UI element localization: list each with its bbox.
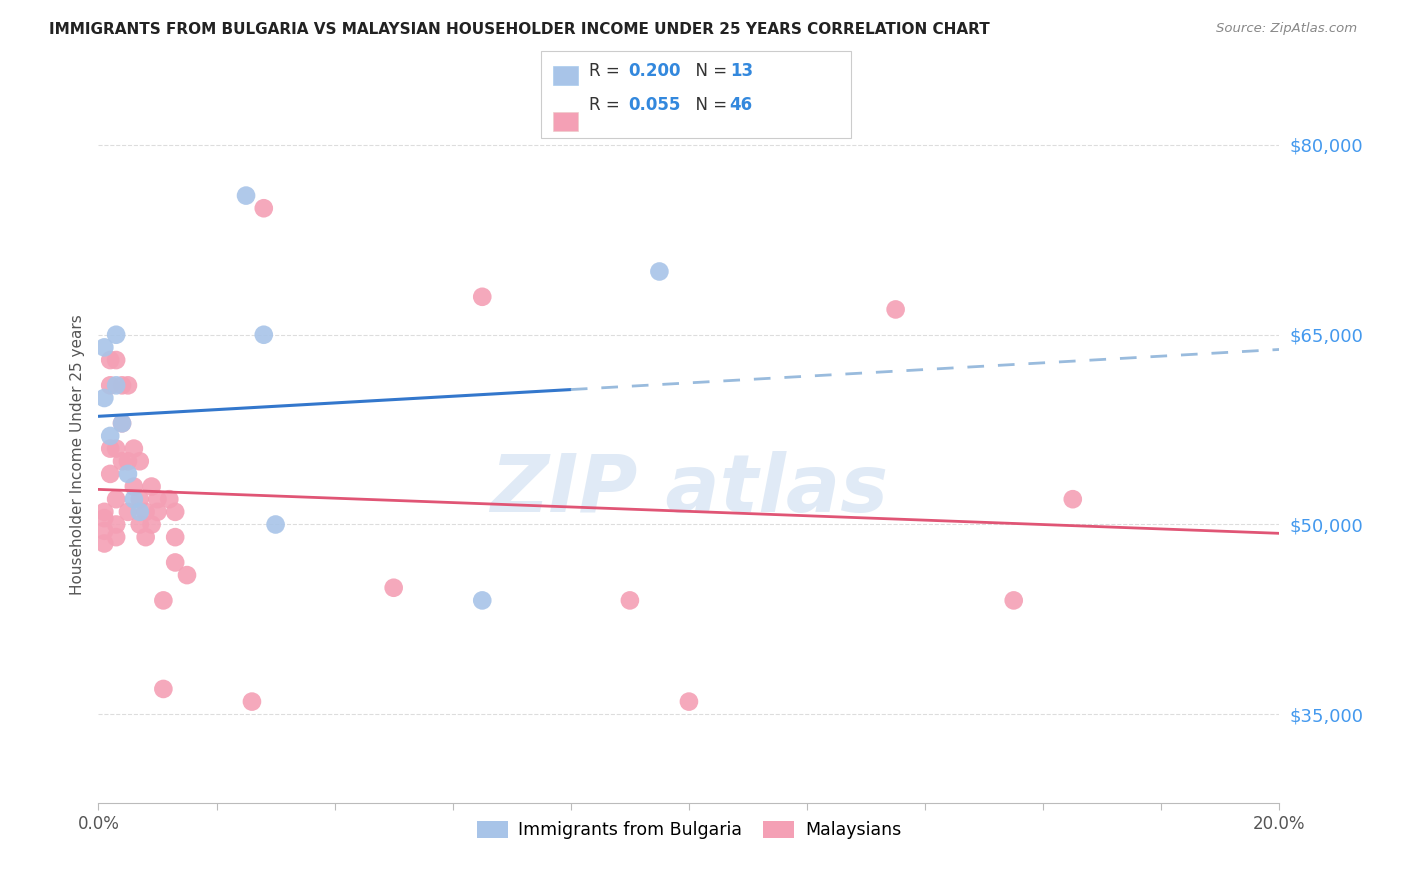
Point: [111, 378, 134, 392]
Text: IMMIGRANTS FROM BULGARIA VS MALAYSIAN HOUSEHOLDER INCOME UNDER 25 YEARS CORRELAT: IMMIGRANTS FROM BULGARIA VS MALAYSIAN HO…: [49, 22, 990, 37]
Point: [117, 378, 139, 392]
Point: [128, 454, 150, 468]
Point: [98, 467, 121, 481]
Point: [1002, 593, 1025, 607]
Point: [648, 264, 671, 278]
Point: [111, 417, 134, 431]
Point: [93, 391, 115, 405]
Point: [264, 517, 287, 532]
Point: [122, 492, 145, 507]
Point: [678, 695, 700, 709]
Point: [128, 492, 150, 507]
Point: [1062, 492, 1084, 507]
Point: [128, 505, 150, 519]
Text: N =: N =: [685, 96, 733, 114]
Point: [93, 511, 115, 525]
Point: [98, 442, 121, 456]
Point: [382, 581, 405, 595]
Point: [105, 378, 128, 392]
Text: 46: 46: [730, 96, 752, 114]
Point: [98, 429, 121, 443]
Point: [93, 524, 115, 538]
Point: [157, 492, 180, 507]
Point: [146, 505, 169, 519]
Point: [117, 467, 139, 481]
Point: [93, 340, 115, 354]
Text: R =: R =: [589, 62, 626, 79]
Point: [619, 593, 641, 607]
Point: [93, 536, 115, 550]
Point: [471, 290, 494, 304]
Text: 0.200: 0.200: [628, 62, 681, 79]
Point: [105, 530, 128, 544]
Point: [117, 505, 139, 519]
Y-axis label: Householder Income Under 25 years: Householder Income Under 25 years: [69, 315, 84, 595]
Point: [105, 517, 128, 532]
Text: R =: R =: [589, 96, 626, 114]
Point: [165, 556, 187, 570]
Point: [105, 442, 128, 456]
Point: [884, 302, 907, 317]
Point: [122, 479, 145, 493]
Text: 0.055: 0.055: [628, 96, 681, 114]
Point: [253, 201, 276, 215]
Text: N =: N =: [685, 62, 733, 79]
Point: [165, 530, 187, 544]
Point: [135, 530, 157, 544]
Point: [128, 517, 150, 532]
Point: [152, 593, 174, 607]
Point: [141, 517, 163, 532]
Text: ZIP atlas: ZIP atlas: [489, 450, 889, 529]
Point: [471, 593, 494, 607]
Legend: Immigrants from Bulgaria, Malaysians: Immigrants from Bulgaria, Malaysians: [470, 814, 908, 847]
Point: [98, 378, 121, 392]
Point: [135, 505, 157, 519]
Point: [152, 681, 174, 696]
Point: [235, 188, 257, 202]
Point: [176, 568, 198, 582]
Point: [253, 327, 276, 342]
Text: 13: 13: [730, 62, 752, 79]
Text: Source: ZipAtlas.com: Source: ZipAtlas.com: [1216, 22, 1357, 36]
Point: [117, 454, 139, 468]
Point: [93, 505, 115, 519]
Point: [240, 695, 263, 709]
Point: [122, 442, 145, 456]
Point: [105, 492, 128, 507]
Point: [105, 353, 128, 368]
Point: [111, 454, 134, 468]
Point: [111, 417, 134, 431]
Point: [98, 353, 121, 368]
Point: [105, 327, 128, 342]
Point: [165, 505, 187, 519]
Point: [141, 479, 163, 493]
Point: [146, 492, 169, 507]
